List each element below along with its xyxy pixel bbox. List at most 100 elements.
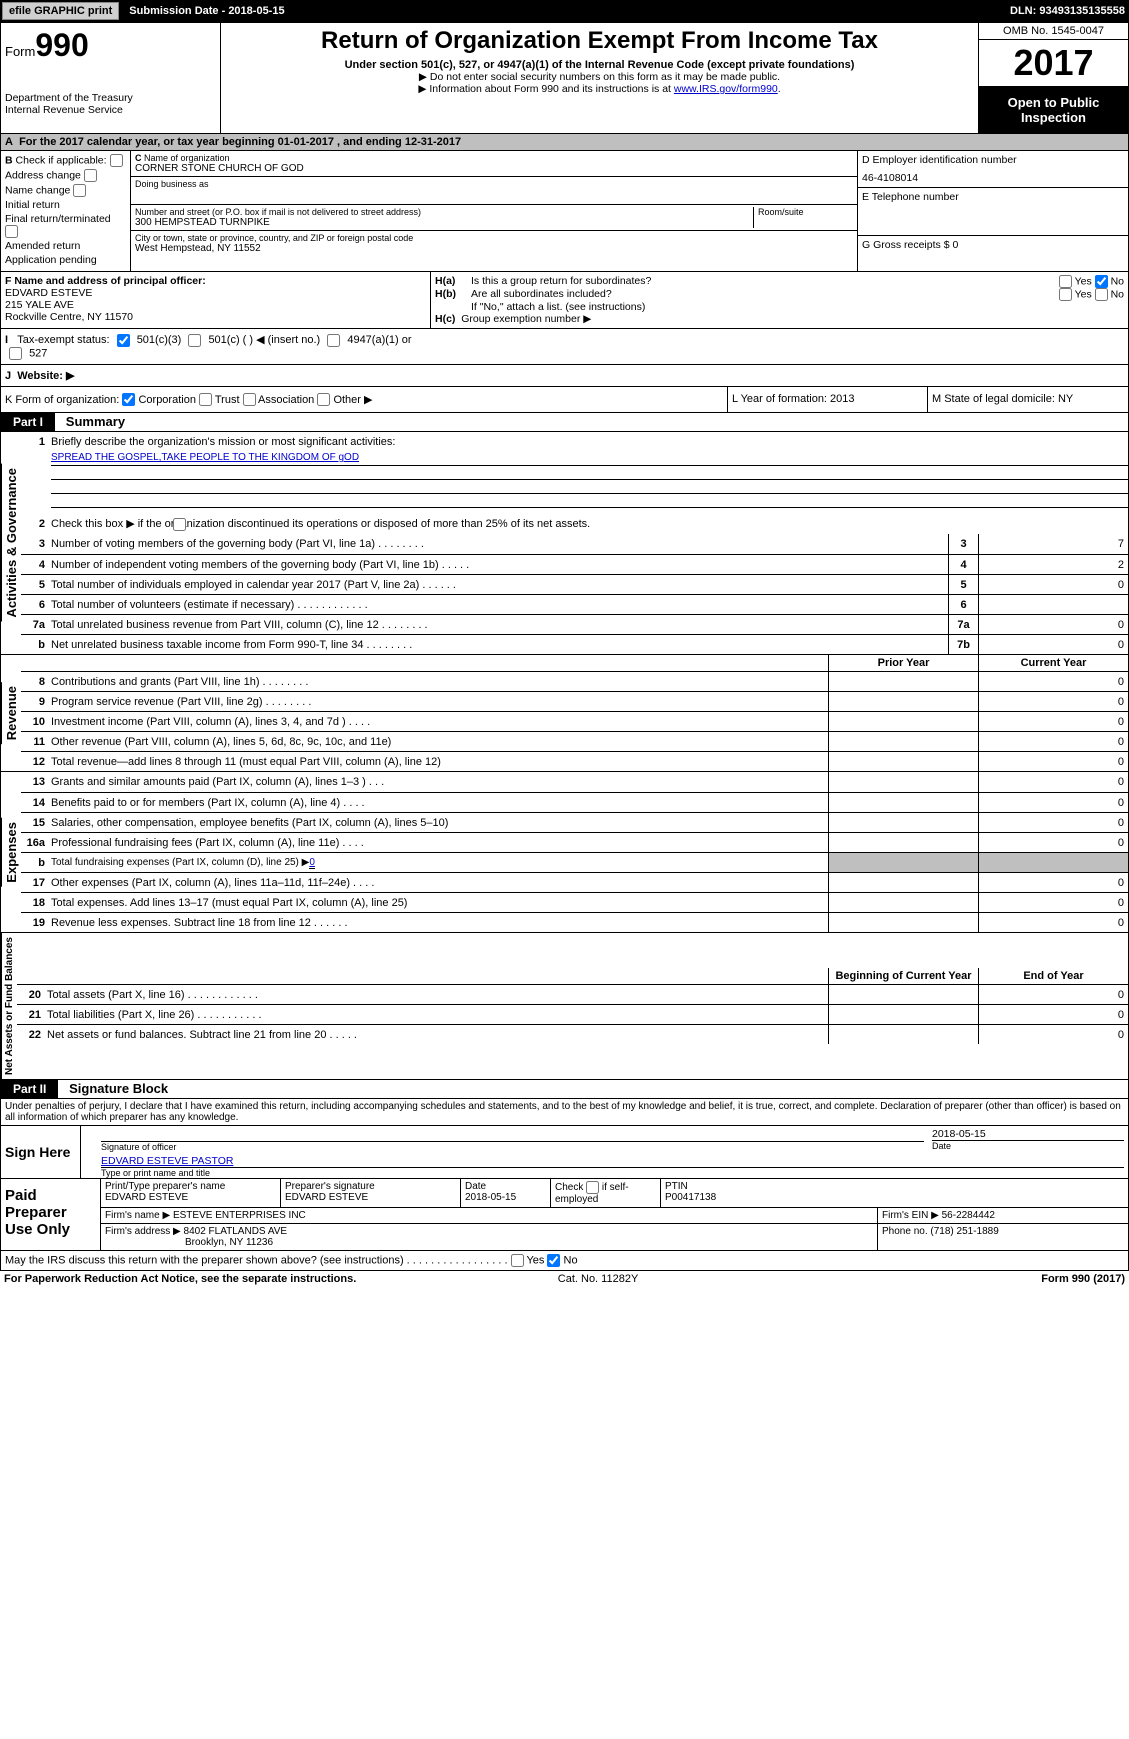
l8-prior — [828, 672, 978, 691]
gross-receipts: G Gross receipts $ 0 — [862, 239, 1124, 251]
no-lbl2: No — [1111, 288, 1124, 300]
sig-date: 2018-05-15 — [932, 1128, 1124, 1141]
chk-trust[interactable] — [199, 393, 212, 406]
chk-name-change-lbl: Name change — [5, 184, 70, 196]
chk-b[interactable] — [110, 154, 123, 167]
l16b-val[interactable]: 0 — [309, 857, 315, 869]
ha-yes[interactable] — [1059, 275, 1072, 288]
ha-text: Is this a group return for subordinates? — [471, 275, 1059, 288]
paid-preparer-lbl: Paid Preparer Use Only — [1, 1179, 101, 1250]
room-lbl: Room/suite — [758, 207, 853, 217]
prep-date: 2018-05-15 — [465, 1192, 546, 1203]
chk-501c[interactable] — [188, 334, 201, 347]
l5-text: Total number of individuals employed in … — [51, 577, 948, 593]
l7a-val: 0 — [978, 615, 1128, 634]
chk-527[interactable] — [9, 347, 22, 360]
discuss-yes: Yes — [526, 1255, 544, 1267]
chk-501c3[interactable] — [117, 334, 130, 347]
efile-print-button[interactable]: efile GRAPHIC print — [2, 2, 119, 20]
note-ssn: Do not enter social security numbers on … — [430, 71, 780, 83]
check-self-lbl: Check if self-employed — [555, 1182, 629, 1205]
officer-addr2: Rockville Centre, NY 11570 — [5, 311, 426, 323]
l14-curr: 0 — [978, 793, 1128, 812]
opt-501c: 501(c) ( ) ◀ (insert no.) — [208, 334, 320, 346]
l11-text: Other revenue (Part VIII, column (A), li… — [51, 734, 828, 750]
chk-corp[interactable] — [122, 393, 135, 406]
revenue-section: Revenue Prior YearCurrent Year 8Contribu… — [0, 655, 1129, 772]
sign-here-lbl: Sign Here — [1, 1126, 81, 1178]
chk-other[interactable] — [317, 393, 330, 406]
l16b-curr — [978, 853, 1128, 872]
form-header: Form990 Department of the Treasury Inter… — [0, 22, 1129, 134]
mission-text[interactable]: SPREAD THE GOSPEL,TAKE PEOPLE TO THE KIN… — [51, 452, 359, 463]
l14-prior — [828, 793, 978, 812]
prior-year-hdr: Prior Year — [828, 655, 978, 671]
col-b: B Check if applicable: Address change Na… — [1, 151, 131, 271]
signature-block: Under penalties of perjury, I declare th… — [0, 1099, 1129, 1271]
l2-text: Check this box ▶ if the organization dis… — [51, 518, 590, 530]
vert-netassets: Net Assets or Fund Balances — [1, 933, 17, 1079]
prep-name: EDVARD ESTEVE — [105, 1192, 276, 1203]
l20-text: Total assets (Part X, line 16) . . . . .… — [47, 987, 828, 1003]
firm-phone: (718) 251-1889 — [930, 1226, 998, 1237]
note-info: Information about Form 990 and its instr… — [429, 83, 674, 95]
chk-discuss-no[interactable] — [547, 1254, 560, 1267]
l10-text: Investment income (Part VIII, column (A)… — [51, 714, 828, 730]
chk-4947[interactable] — [327, 334, 340, 347]
chk-final[interactable] — [5, 225, 18, 238]
chk-final-lbl: Final return/terminated — [5, 213, 111, 225]
officer-name-title[interactable]: EDVARD ESTEVE PASTOR — [101, 1155, 1124, 1168]
opt-4947: 4947(a)(1) or — [347, 334, 411, 346]
end-year-hdr: End of Year — [978, 968, 1128, 984]
chk-discontinued[interactable] — [173, 518, 186, 531]
chk-self-employed[interactable] — [586, 1181, 599, 1194]
website-lbl: Website: ▶ — [17, 370, 74, 382]
opt-501c3: 501(c)(3) — [137, 334, 182, 346]
l16a-curr: 0 — [978, 833, 1128, 852]
l13-text: Grants and similar amounts paid (Part IX… — [51, 774, 828, 790]
part1-header: Part I Summary — [0, 413, 1129, 432]
year-formation: L Year of formation: 2013 — [728, 387, 928, 413]
expenses-section: Expenses 13Grants and similar amounts pa… — [0, 772, 1129, 933]
l18-text: Total expenses. Add lines 13–17 (must eq… — [51, 895, 828, 911]
chk-assoc[interactable] — [243, 393, 256, 406]
l14-text: Benefits paid to or for members (Part IX… — [51, 795, 828, 811]
part2-header: Part II Signature Block — [0, 1080, 1129, 1099]
l12-text: Total revenue—add lines 8 through 11 (mu… — [51, 754, 828, 770]
l7a-text: Total unrelated business revenue from Pa… — [51, 617, 948, 633]
date-lbl: Date — [932, 1141, 1124, 1151]
part1-title: Summary — [58, 414, 125, 429]
ha-no[interactable] — [1095, 275, 1108, 288]
chk-amended-lbl: Amended return — [5, 240, 80, 252]
l17-prior — [828, 873, 978, 892]
hb-no[interactable] — [1095, 288, 1108, 301]
l10-prior — [828, 712, 978, 731]
phone-lbl2: Phone no. — [882, 1226, 928, 1237]
sig-officer-lbl: Signature of officer — [101, 1142, 924, 1152]
l8-curr: 0 — [978, 672, 1128, 691]
l5-val: 0 — [978, 575, 1128, 594]
open-inspection: Open to Public Inspection — [979, 87, 1128, 133]
col-h: H(a)Is this a group return for subordina… — [431, 272, 1128, 328]
l16a-prior — [828, 833, 978, 852]
l9-curr: 0 — [978, 692, 1128, 711]
l15-curr: 0 — [978, 813, 1128, 832]
l3-text: Number of voting members of the governin… — [51, 536, 948, 552]
chk-name-change[interactable] — [73, 184, 86, 197]
firm-city: Brooklyn, NY 11236 — [105, 1237, 273, 1248]
l1-text: Briefly describe the organization's miss… — [51, 434, 1128, 450]
l10-curr: 0 — [978, 712, 1128, 731]
discuss-text: May the IRS discuss this return with the… — [5, 1255, 508, 1267]
l4-text: Number of independent voting members of … — [51, 557, 948, 573]
row-a-text: For the 2017 calendar year, or tax year … — [19, 136, 461, 148]
ein-value: 46-4108014 — [862, 172, 1124, 184]
form-label: Form — [5, 44, 35, 59]
chk-addr-change[interactable] — [84, 169, 97, 182]
l16a-text: Professional fundraising fees (Part IX, … — [51, 835, 828, 851]
chk-discuss-yes[interactable] — [511, 1254, 524, 1267]
hb-yes[interactable] — [1059, 288, 1072, 301]
opt-assoc: Association — [258, 394, 314, 406]
irs-link[interactable]: www.IRS.gov/form990 — [674, 83, 778, 95]
l9-prior — [828, 692, 978, 711]
prep-sig: EDVARD ESTEVE — [285, 1192, 456, 1203]
